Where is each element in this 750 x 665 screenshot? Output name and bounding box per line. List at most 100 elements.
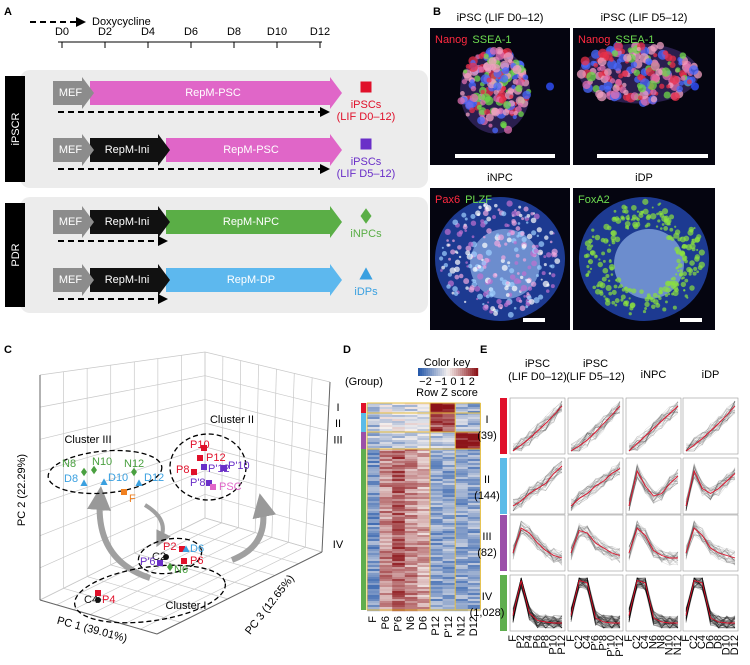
heat-cell [367,513,380,516]
cell [461,212,467,218]
cell [468,286,475,293]
expression-line [512,466,563,512]
day-label: D12 [310,26,330,38]
heat-cell [417,561,431,564]
expression-line [571,404,621,452]
cell [493,311,498,316]
heat-cell [404,438,418,441]
heat-cell [417,473,431,476]
heat-cell [467,581,481,584]
heat-cell [392,591,406,594]
point-label: P8 [176,464,189,476]
heat-cell [467,573,481,576]
heat-cell [367,525,380,528]
expression-line [570,469,621,501]
expression-line [685,577,736,629]
cell [513,247,519,252]
key-swatch [418,368,421,376]
heat-cell [430,531,443,534]
heat-cell [417,607,431,610]
cell [513,110,518,116]
expression-line [512,579,563,628]
cell [471,235,475,239]
expression-line [512,406,563,451]
heat-cell [442,429,456,432]
cell [504,285,509,291]
heat-cell [379,571,393,574]
heat-cell [455,491,469,494]
expression-line [570,586,621,623]
expression-line [570,527,621,562]
expression-line [628,405,679,451]
cell [486,228,492,234]
heat-cell [367,539,380,542]
grid-line [238,360,242,528]
expression-line [685,525,736,562]
expression-line [685,577,736,627]
heat-cell [455,479,469,482]
heat-cell [467,489,481,492]
expression-line [570,401,621,451]
key-swatch [448,368,451,376]
heat-cell [467,453,481,456]
heat-cell [367,515,380,518]
cell [446,284,451,289]
heat-cell [417,503,431,506]
expression-line [512,528,563,555]
cell [576,69,586,79]
heat-cell [392,505,406,508]
point-label: P10 [190,439,210,451]
cell [604,74,611,81]
expression-line [512,586,563,626]
heat-cell [392,573,406,576]
cluster-label: Cluster II [210,414,254,426]
heat-cell [467,427,481,430]
mean-line [685,527,736,559]
expression-line [685,577,736,619]
cell [633,69,641,77]
expression-line [570,400,621,452]
heat-cell [442,436,456,439]
cell [674,225,677,228]
condition-name: iPSC [525,358,550,370]
heat-cell [442,505,456,508]
expression-line [512,577,563,626]
cell [693,266,698,271]
cell [448,257,451,261]
heat-cell [455,461,469,464]
heat-cell [367,507,380,510]
expression-line [512,403,563,452]
heat-cell [442,455,456,458]
cell [464,217,468,221]
group-count: (39) [477,430,497,442]
heat-cell [392,489,406,492]
heat-cell [467,442,481,445]
heat-cell [404,561,418,564]
heat-cell [455,427,469,430]
heat-cell [430,453,443,456]
heat-cell [442,419,456,422]
heat-cell [417,419,431,422]
expression-line [570,527,621,561]
cell [492,273,498,278]
sample-point [163,554,169,560]
heat-cell [430,519,443,522]
heat-cell [367,491,380,494]
expression-line [628,585,679,629]
heat-cell [455,545,469,548]
column-label: N6 [405,616,417,630]
heat-cell [367,567,380,570]
cell [605,284,612,291]
heat-cell [404,427,418,430]
heat-cell [467,575,481,578]
expression-line [512,400,563,450]
cell [468,263,473,269]
cell [661,223,665,226]
cell [592,285,597,290]
heat-cell [379,561,393,564]
heat-cell [455,444,469,447]
cell [637,84,647,93]
expression-line [570,465,621,509]
heat-cell [404,489,418,492]
expression-line [628,474,679,504]
